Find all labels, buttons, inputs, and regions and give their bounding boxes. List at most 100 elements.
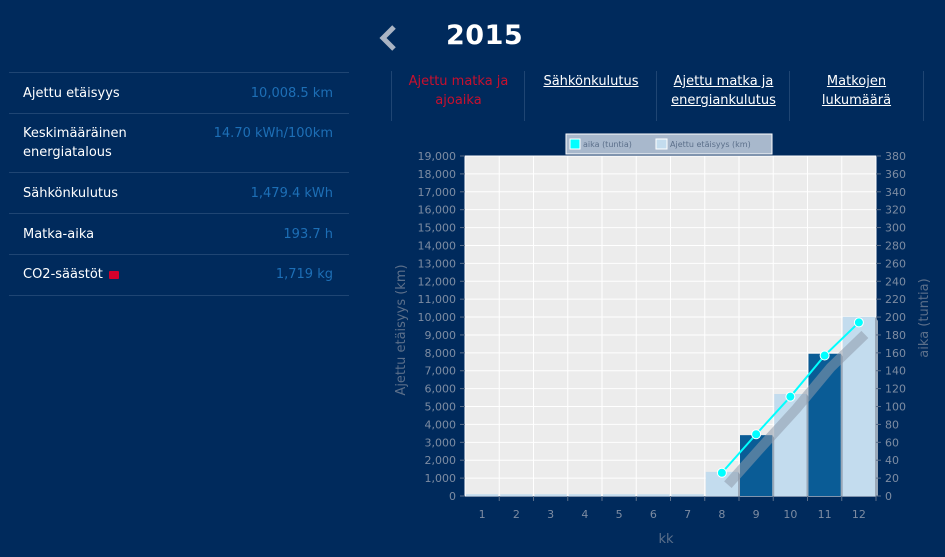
stat-value-consumption: 1,479.4 kWh: [250, 186, 333, 201]
stat-row-consumption: Sähkönkulutus 1,479.4 kWh: [9, 173, 349, 214]
right-tick-label: 80: [885, 418, 899, 431]
stat-row-distance: Ajettu etäisyys 10,008.5 km: [9, 73, 349, 114]
right-tick-label: 120: [885, 383, 906, 396]
legend-box: [565, 133, 773, 155]
x-tick-label: 2: [513, 508, 520, 521]
right-tick-label: 360: [885, 168, 906, 181]
left-tick-label: 7,000: [425, 365, 457, 378]
left-tick-label: 1,000: [425, 472, 457, 485]
x-tick-label: 4: [581, 508, 588, 521]
stat-row-efficiency: Keskimääräinen energiatalous 14.70 kWh/1…: [9, 114, 349, 173]
bar-month-5: [603, 494, 636, 496]
right-tick-label: 280: [885, 239, 906, 252]
tab-trip-count[interactable]: Matkojen lukumäärä: [789, 71, 924, 121]
line-shadow: [724, 330, 869, 489]
left-tick-label: 0: [449, 490, 456, 503]
time-point-12: [853, 317, 864, 328]
right-tick-label: 0: [885, 490, 892, 503]
right-tick-label: 180: [885, 329, 906, 342]
right-tick-label: 260: [885, 257, 906, 270]
legend-swatch-distance: [655, 138, 668, 150]
stat-value-distance: 10,008.5 km: [250, 86, 333, 101]
left-tick-label: 4,000: [425, 418, 457, 431]
x-tick-label: 5: [616, 508, 623, 521]
tab-distance-time[interactable]: Ajettu matka ja ajoaika: [391, 71, 525, 121]
bar-month-3: [534, 494, 567, 496]
stat-value-co2: 1,719 kg: [275, 267, 333, 282]
left-tick-label: 5,000: [425, 401, 457, 414]
legend-swatch-time: [569, 138, 581, 150]
left-tick-label: 16,000: [418, 204, 457, 217]
x-tick-label: 10: [783, 508, 797, 521]
stat-value-trip-time: 193.7 h: [283, 227, 333, 242]
x-tick-label: 7: [684, 508, 691, 521]
left-tick-label: 3,000: [425, 436, 457, 449]
left-tick-label: 19,000: [418, 150, 457, 163]
right-tick-label: 320: [885, 204, 906, 217]
left-tick-label: 10,000: [418, 311, 457, 324]
left-tick-label: 12,000: [418, 275, 457, 288]
stat-label-co2: CO2-säästöt: [23, 267, 103, 282]
co2-info-icon[interactable]: [108, 270, 119, 279]
stat-row-co2: CO2-säästöt 1,719 kg: [9, 255, 349, 296]
right-tick-label: 160: [885, 347, 906, 360]
right-axis: 0 20 40 60 80 100 120 140 160 180 200 220 240 260 280 3…: [876, 150, 906, 503]
bar-month-1: [466, 494, 499, 496]
time-point-8: [716, 467, 727, 478]
left-tick-label: 14,000: [418, 239, 457, 252]
bar-month-6: [637, 494, 670, 496]
left-tick-label: 8,000: [425, 347, 457, 360]
tab-distance-energy[interactable]: Ajettu matka ja energiankulutus: [656, 71, 790, 121]
tab-consumption[interactable]: Sähkönkulutus: [524, 71, 657, 121]
time-point-9: [751, 429, 762, 440]
tab-trip-count-label: Matkojen lukumäärä: [821, 74, 892, 108]
stat-value-efficiency: 14.70 kWh/100km: [213, 126, 333, 141]
stat-label-consumption: Sähkönkulutus: [23, 186, 119, 201]
chart-legend: aika (tuntia) Ajettu etäisyys (km): [565, 133, 773, 155]
right-tick-label: 60: [885, 436, 899, 449]
right-tick-label: 200: [885, 311, 906, 324]
x-tick-label: 6: [650, 508, 657, 521]
left-tick-label: 15,000: [418, 222, 457, 235]
x-tick-label: 12: [852, 508, 866, 521]
tab-distance-time-label: Ajettu matka ja ajoaika: [408, 74, 509, 108]
stat-label-co2-wrap: CO2-säästöt: [23, 265, 119, 284]
right-tick-label: 100: [885, 401, 906, 414]
stat-label-trip-time: Matka-aika: [23, 227, 95, 242]
left-tick-label: 13,000: [418, 257, 457, 270]
year-title: 2015: [446, 20, 524, 51]
time-point-10: [785, 391, 796, 402]
line-series: [716, 317, 869, 489]
left-tick-label: 11,000: [418, 293, 457, 306]
left-tick-label: 6,000: [425, 383, 457, 396]
x-axis-title: kk: [658, 532, 674, 547]
time-point-11: [819, 350, 830, 361]
x-axis: 1 2 3 4 5 6 7 8 9 10 11 12: [479, 496, 877, 521]
x-tick-label: 1: [479, 508, 486, 521]
bar-month-4: [568, 494, 601, 496]
right-tick-label: 300: [885, 222, 906, 235]
left-tick-label: 2,000: [425, 454, 457, 467]
x-tick-label: 9: [753, 508, 760, 521]
right-tick-label: 220: [885, 293, 906, 306]
stat-label-distance: Ajettu etäisyys: [23, 86, 120, 101]
tab-consumption-label: Sähkönkulutus: [543, 74, 639, 89]
left-axis-title: Ajettu etäisyys (km): [394, 264, 409, 395]
bar-month-7: [671, 494, 704, 496]
right-axis-title: aika (tuntia): [917, 278, 932, 357]
stat-row-trip-time: Matka-aika 193.7 h: [9, 214, 349, 255]
stats-panel: Ajettu etäisyys 10,008.5 km Keskimääräin…: [9, 72, 349, 296]
stat-label-efficiency: Keskimääräinen energiatalous: [23, 126, 127, 160]
left-tick-label: 9,000: [425, 329, 457, 342]
chevron-left-icon[interactable]: [378, 24, 400, 52]
right-tick-label: 340: [885, 186, 906, 199]
right-tick-label: 240: [885, 275, 906, 288]
left-axis: 0 1,000 2,000 3,000 4,000 5,000 6,000 7,000 8,00…: [418, 150, 465, 503]
legend-label-distance: Ajettu etäisyys (km): [670, 140, 751, 149]
x-tick-label: 8: [718, 508, 725, 521]
x-tick-label: 11: [818, 508, 832, 521]
legend-label-time: aika (tuntia): [583, 140, 632, 149]
right-tick-label: 380: [885, 150, 906, 163]
right-tick-label: 20: [885, 472, 899, 485]
